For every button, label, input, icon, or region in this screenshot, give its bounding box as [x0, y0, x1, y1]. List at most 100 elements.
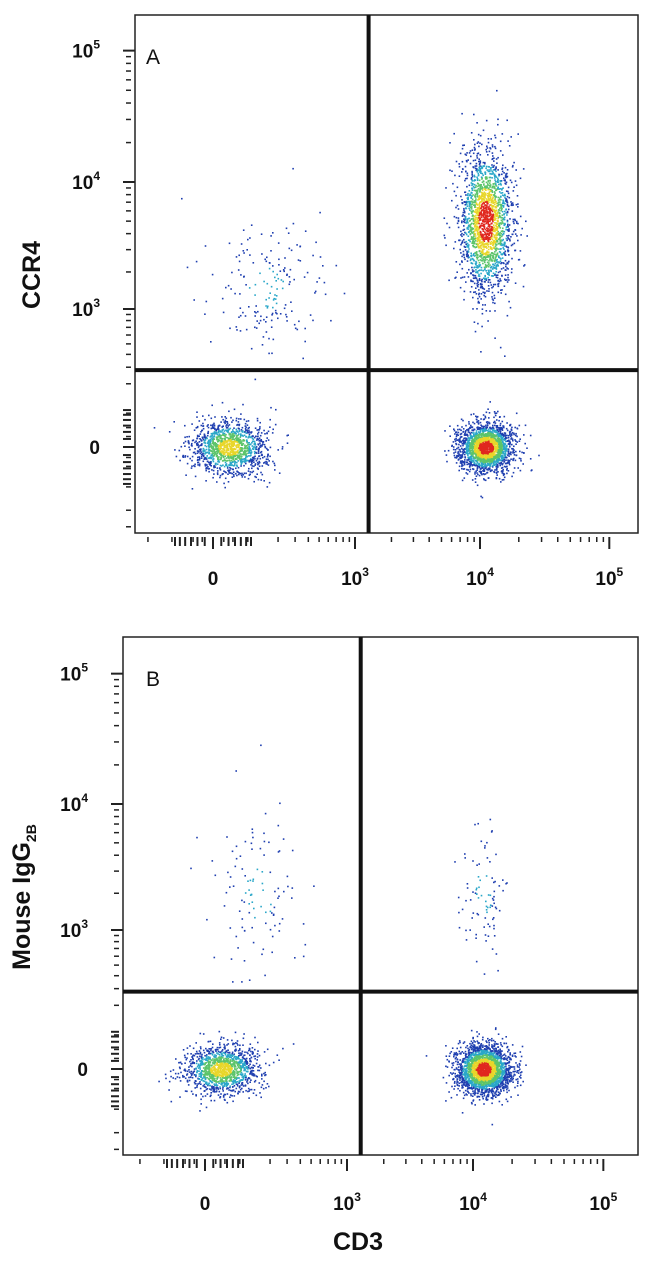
event-dot	[500, 441, 502, 444]
event-dot	[495, 215, 498, 217]
event-dot	[498, 209, 500, 212]
event-dot	[211, 447, 213, 450]
event-dot	[215, 451, 218, 453]
event-dot	[488, 169, 490, 171]
event-dot	[488, 251, 490, 253]
event-dot	[269, 426, 271, 428]
event-dot	[219, 444, 222, 446]
event-dot	[498, 257, 501, 259]
event-dot	[476, 282, 478, 285]
event-dot	[232, 473, 235, 476]
event-dot	[490, 441, 493, 443]
event-dot	[466, 255, 468, 258]
event-dot	[467, 446, 469, 449]
event-dot	[463, 451, 466, 454]
event-dot	[212, 448, 214, 451]
event-dot	[476, 176, 478, 179]
event-dot	[482, 470, 484, 472]
event-dot	[486, 433, 488, 435]
event-dot	[480, 285, 482, 287]
event-dot	[266, 456, 269, 458]
event-dot	[263, 429, 265, 432]
event-dot	[473, 215, 476, 218]
event-dot	[238, 442, 241, 444]
event-dot	[472, 450, 474, 452]
event-dot	[478, 203, 481, 205]
event-dot	[467, 442, 469, 445]
event-dot	[448, 226, 451, 229]
event-dot	[461, 451, 463, 453]
event-dot	[499, 183, 502, 185]
event-dot	[502, 474, 505, 477]
event-dot	[225, 464, 227, 466]
event-dot	[228, 454, 231, 457]
event-dot	[224, 459, 227, 462]
event-dot	[492, 440, 495, 443]
event-dot	[225, 427, 228, 429]
event-dot	[499, 453, 501, 455]
event-dot	[500, 467, 503, 469]
event-dot	[274, 469, 276, 471]
event-dot	[494, 435, 496, 438]
event-dot	[502, 452, 504, 454]
event-dot	[493, 217, 496, 219]
event-dot	[467, 200, 470, 203]
event-dot	[184, 424, 186, 427]
event-dot	[227, 449, 230, 452]
event-dot	[495, 447, 498, 449]
event-dot	[475, 456, 478, 458]
event-dot	[487, 272, 490, 275]
event-dot	[243, 464, 245, 467]
event-dot	[265, 440, 267, 442]
event-dot	[204, 418, 206, 421]
event-dot	[498, 443, 501, 445]
event-dot	[494, 302, 496, 305]
event-dot	[526, 235, 528, 237]
event-dot	[229, 451, 232, 453]
event-dot	[191, 455, 194, 458]
event-dot	[478, 262, 481, 264]
event-dot	[486, 183, 489, 185]
event-dot	[511, 443, 513, 446]
event-dot	[269, 418, 271, 421]
event-dot	[243, 452, 245, 455]
event-dot	[474, 222, 476, 224]
event-dot	[500, 458, 503, 460]
event-dot	[240, 465, 242, 467]
event-dot	[470, 437, 472, 439]
event-dot	[494, 198, 496, 200]
event-dot	[455, 206, 457, 209]
event-dot	[477, 464, 480, 466]
event-dot	[507, 190, 509, 193]
event-dot	[226, 440, 229, 443]
event-dot	[240, 457, 242, 459]
event-dot	[174, 449, 176, 451]
event-dot	[262, 456, 264, 459]
event-dot	[186, 455, 189, 458]
event-dot	[509, 432, 511, 434]
event-dot	[200, 455, 203, 458]
event-dot	[487, 246, 490, 248]
event-dot	[504, 449, 507, 452]
event-dot	[210, 438, 213, 440]
event-dot	[495, 167, 497, 169]
event-dot	[226, 454, 228, 456]
event-dot	[242, 442, 245, 445]
event-dot	[480, 462, 483, 464]
event-dot	[459, 456, 461, 459]
event-dot	[502, 243, 504, 246]
event-dot	[262, 441, 264, 444]
event-dot	[227, 459, 229, 462]
event-dot	[499, 427, 501, 430]
event-dot	[241, 426, 244, 429]
event-dot	[488, 458, 491, 461]
event-dot	[472, 442, 474, 445]
event-dot	[491, 447, 494, 450]
event-dot	[469, 150, 472, 152]
event-dot	[514, 218, 516, 221]
event-dot	[494, 414, 497, 417]
event-dot	[490, 462, 493, 465]
event-dot	[234, 431, 237, 434]
event-dot	[220, 441, 222, 443]
event-dot	[490, 434, 493, 436]
